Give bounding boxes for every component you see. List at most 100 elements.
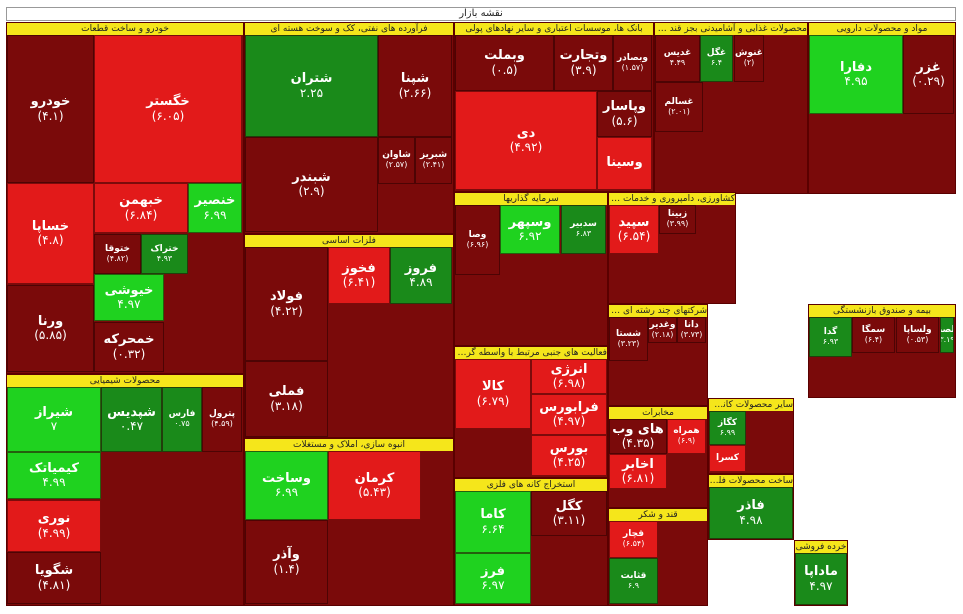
tile-change: (۶.۰۵)	[151, 108, 185, 123]
stock-tile[interactable]: کاما ۶.۶۴	[455, 491, 531, 553]
stock-tile[interactable]: کیمیاتک ۴.۹۹	[7, 452, 101, 499]
stock-tile[interactable]: خمحرکه (۰.۳۲)	[94, 322, 164, 372]
tile-change: (۲.۱۸)	[651, 329, 674, 339]
stock-tile[interactable]: فملی (۳.۱۸)	[245, 361, 328, 437]
stock-tile[interactable]: فروز ۴.۸۹	[390, 247, 452, 304]
stock-tile[interactable]: قثابت ۶.۹	[609, 558, 658, 604]
tile-change: ۴.۹۷	[809, 578, 833, 593]
tile-symbol: انرژی	[550, 361, 588, 377]
stock-tile[interactable]: خبهمن (۶.۸۴)	[94, 183, 188, 233]
stock-tile[interactable]: غنوش (۲)	[734, 35, 764, 82]
stock-tile[interactable]: شپنا (۲.۶۶)	[378, 35, 452, 137]
sector-title: خرده فروشی	[795, 541, 847, 553]
stock-tile[interactable]: دانا (۳.۷۳)	[677, 317, 706, 343]
stock-tile[interactable]: وساخت ۶.۹۹	[245, 451, 328, 520]
stock-tile[interactable]: انرژی (۶.۹۸)	[531, 359, 607, 394]
tile-symbol: ماداپا	[804, 564, 838, 580]
stock-tile[interactable]: شستا (۳.۲۳)	[609, 317, 648, 361]
stock-tile[interactable]: شتران ۲.۲۵	[245, 35, 378, 137]
stock-tile[interactable]: دی (۴.۹۲)	[455, 91, 597, 190]
stock-tile[interactable]: شبریز (۲.۴۱)	[415, 137, 452, 184]
stock-tile[interactable]: ختوقا (۴.۸۲)	[94, 234, 141, 274]
stock-tile[interactable]: وسینا	[597, 137, 652, 190]
stock-tile[interactable]: همراه (۶.۹)	[667, 419, 706, 454]
stock-tile[interactable]: سمگا (۶.۴)	[852, 317, 895, 353]
stock-tile[interactable]: فاذر ۴.۹۸	[709, 487, 793, 539]
tile-symbol: فملی	[268, 384, 305, 400]
stock-tile[interactable]: زبینا (۳.۹۹)	[659, 205, 696, 234]
tile-symbol: غسالم	[664, 96, 694, 107]
stock-tile[interactable]: فارس ۰.۷۵	[162, 387, 202, 452]
stock-tile[interactable]: فولاد (۴.۲۲)	[245, 247, 328, 361]
tile-change: ۶.۸۳	[575, 229, 592, 239]
stock-tile[interactable]: غگل ۶.۴	[700, 35, 733, 82]
sector: استخراج کانه های فلزی کاما ۶.۶۴ کگل (۳.۱۱) فر…	[454, 478, 608, 606]
sector: خرده فروشی ماداپا ۴.۹۷	[794, 540, 848, 606]
tile-symbol: سپید	[618, 214, 650, 230]
tile-change: (۵.۸۵)	[34, 328, 67, 343]
stock-tile[interactable]: های وب (۴.۳۵)	[609, 419, 667, 454]
stock-tile[interactable]: فخوز (۶.۴۱)	[328, 247, 390, 304]
stock-tile[interactable]: نوری (۴.۹۹)	[7, 500, 101, 552]
stock-tile[interactable]: کالا (۶.۷۹)	[455, 359, 531, 429]
sector-title: انبوه سازی، املاک و مستغلات	[245, 439, 453, 451]
tile-change: (۳.۲۳)	[617, 338, 640, 348]
stock-tile[interactable]: خنصیر ۶.۹۹	[188, 183, 242, 233]
stock-tile[interactable]: بورس (۴.۲۵)	[531, 435, 607, 476]
stock-tile[interactable]: شبندر (۲.۹)	[245, 137, 378, 232]
stock-tile[interactable]: وغدیر (۲.۱۸)	[648, 317, 677, 343]
tile-change: ۰.۴۷	[119, 419, 144, 434]
tile-change: (۲.۰۱)	[668, 106, 690, 116]
stock-tile[interactable]: ولصند۳.۱۹	[940, 317, 954, 353]
stock-tile[interactable]: اخابر (۶.۸۱)	[609, 454, 667, 489]
tile-change: ۶.۹۳	[822, 336, 839, 346]
stock-tile[interactable]: شیراز ۷	[7, 387, 101, 452]
stock-tile[interactable]: غدیس ۴.۴۹	[655, 35, 700, 82]
stock-tile[interactable]: شاوان (۲.۵۷)	[378, 137, 415, 184]
stock-tile[interactable]: وآذر (۱.۴)	[245, 520, 328, 604]
tile-change: (۳.۷۳)	[680, 329, 703, 339]
stock-tile[interactable]: خودرو (۴.۱)	[7, 35, 94, 183]
tile-change: (۴.۹۷)	[552, 414, 586, 429]
stock-tile[interactable]: کگاز ۶.۹۹	[709, 411, 746, 445]
tile-change: (۶.۵۴)	[617, 229, 651, 244]
stock-tile[interactable]: وتجارت (۳.۹)	[554, 35, 613, 91]
stock-tile[interactable]: گدا ۶.۹۳	[809, 317, 852, 357]
stock-tile[interactable]: دفارا ۴.۹۵	[809, 35, 903, 114]
stock-tile[interactable]: سدبیر ۶.۸۳	[561, 205, 606, 254]
stock-tile[interactable]: ماداپا ۴.۹۷	[795, 553, 847, 605]
stock-tile[interactable]: وبصادر (۱.۵۷)	[613, 35, 652, 91]
stock-tile[interactable]: وبملت (۰.۵)	[455, 35, 554, 91]
stock-tile[interactable]: ورنا (۵.۸۵)	[7, 285, 94, 372]
tile-symbol: وصا	[468, 229, 487, 240]
sector-title: بیمه و صندوق بازنشستگی	[809, 305, 955, 317]
stock-tile[interactable]: خیوشی ۴.۹۷	[94, 274, 164, 321]
stock-tile[interactable]: خساپا (۴.۸)	[7, 183, 94, 284]
stock-tile[interactable]: سپید (۶.۵۴)	[609, 205, 659, 254]
tile-change: (۴.۸۲)	[106, 253, 129, 263]
stock-tile[interactable]: شگویا (۴.۸۱)	[7, 552, 101, 604]
tile-change: (۶.۴)	[864, 334, 883, 344]
tile-symbol: های وب	[612, 421, 664, 437]
stock-tile[interactable]: شپدیس ۰.۴۷	[101, 387, 162, 452]
stock-tile[interactable]: پترول (۴.۵۹)	[202, 387, 242, 452]
stock-tile[interactable]: کسرا	[709, 445, 746, 472]
stock-tile[interactable]: قچار (۶.۵۴)	[609, 521, 658, 558]
stock-tile[interactable]: غزر (۰.۲۹)	[903, 35, 954, 114]
stock-tile[interactable]: فرابورس (۴.۹۷)	[531, 394, 607, 435]
tile-change: (۱.۵۷)	[621, 62, 644, 72]
stock-tile[interactable]: وپاسار (۵.۶)	[597, 91, 652, 137]
stock-tile[interactable]: ولساپا (۰.۵۳)	[896, 317, 939, 353]
tile-change: (۵.۶)	[611, 113, 638, 128]
stock-tile[interactable]: ختراک ۴.۹۳	[141, 234, 188, 274]
stock-tile[interactable]: کرمان (۵.۴۳)	[328, 451, 421, 520]
stock-tile[interactable]: خگستر (۶.۰۵)	[94, 35, 242, 183]
stock-tile[interactable]: وصا (۶.۹۶)	[455, 205, 500, 275]
stock-tile[interactable]: وسپهر ۶.۹۲	[500, 205, 560, 254]
stock-tile[interactable]: فرز ۶.۹۷	[455, 553, 531, 604]
tile-symbol: پترول	[208, 409, 236, 420]
tile-change: (۴.۸۱)	[37, 577, 71, 592]
stock-tile[interactable]: غسالم (۲.۰۱)	[655, 82, 703, 132]
stock-tile[interactable]: کگل (۳.۱۱)	[531, 491, 607, 536]
